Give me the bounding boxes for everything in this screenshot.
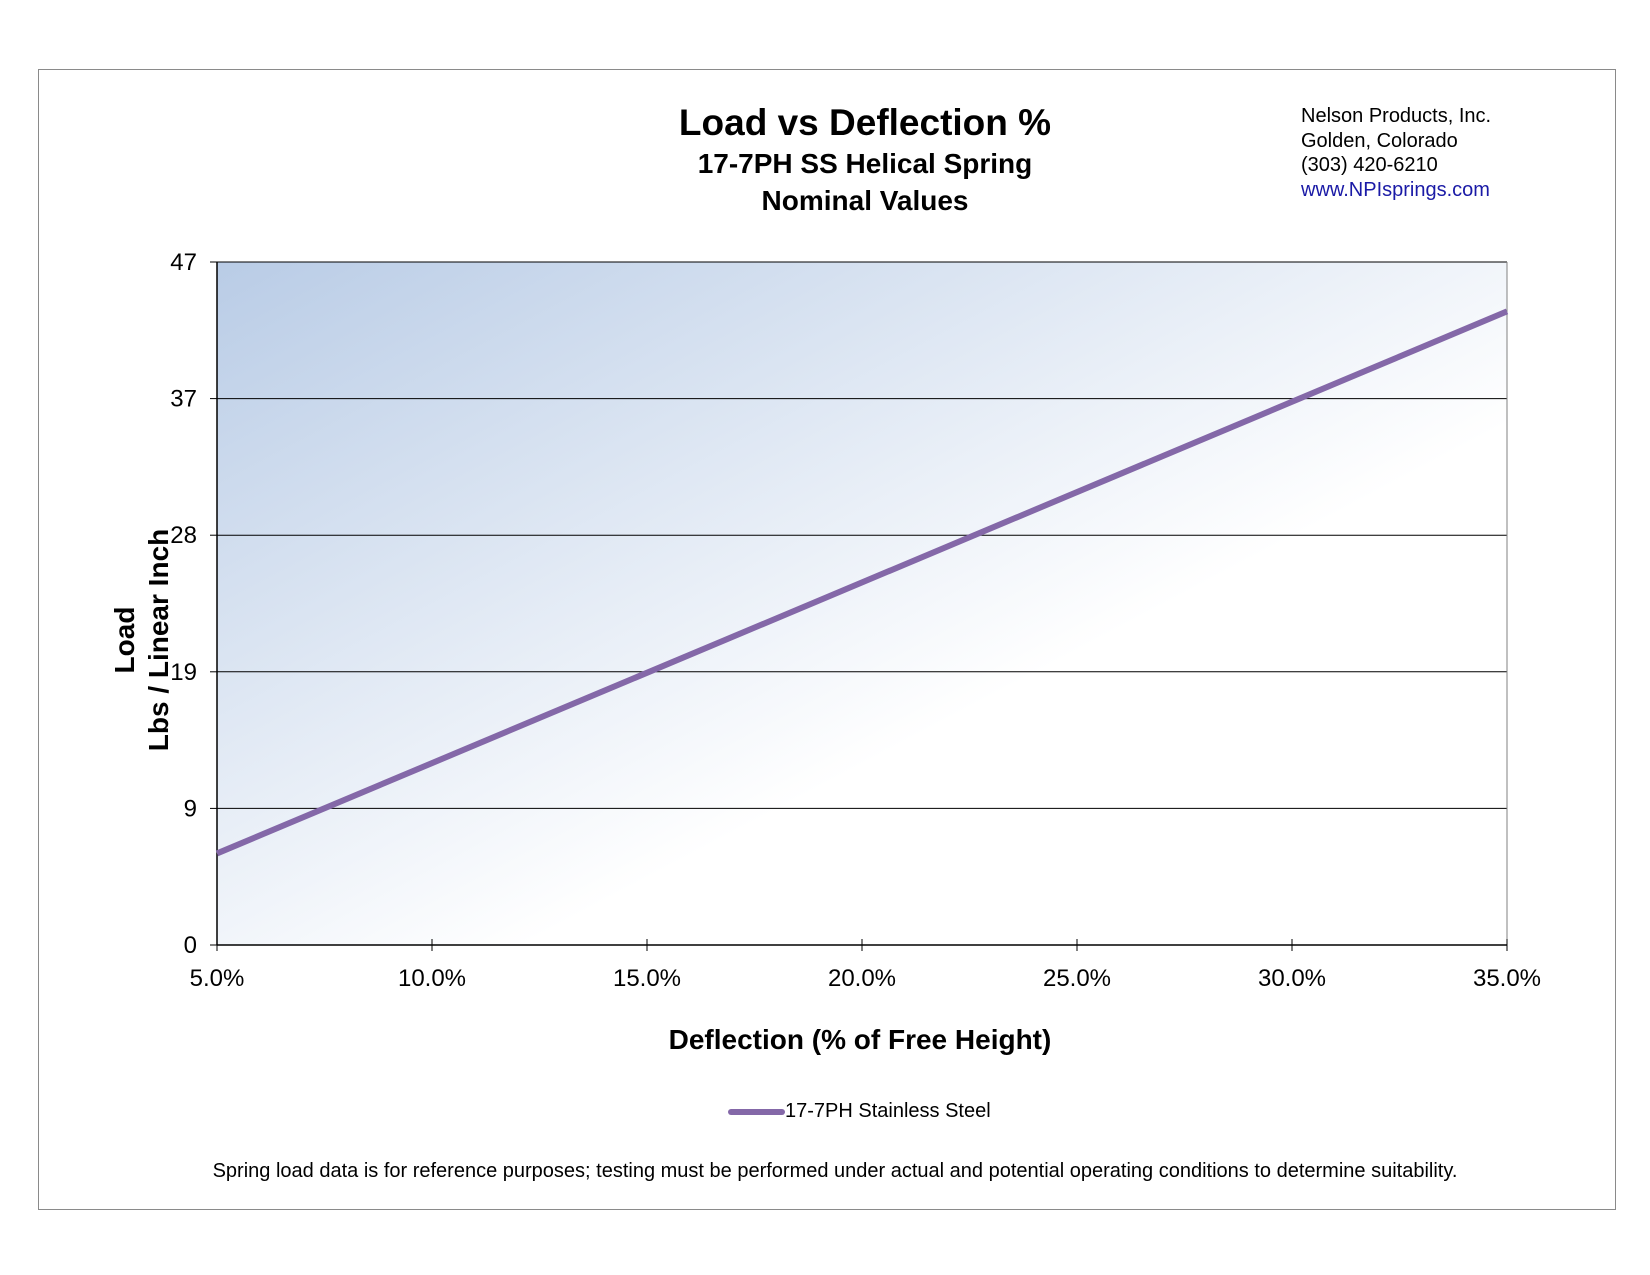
y-tick-label: 28 (170, 522, 197, 549)
chart-subtitle-line-1: 17-7PH SS Helical Spring (697, 147, 1033, 179)
company-website-link[interactable]: www.NPIsprings.com (1301, 178, 1490, 201)
chart-title: Load vs Deflection % (678, 102, 1052, 143)
y-tick-label: 0 (184, 932, 197, 959)
x-tick-label: 30.0% (1258, 965, 1326, 992)
x-tick-label: 10.0% (398, 965, 466, 992)
tick-labels: 0 9 19 28 37 47 5.0% 10.0% 15.0% 20.0% 25.0% 30.0% 3… (170, 249, 1541, 992)
y-tick-label: 37 (170, 386, 197, 413)
x-tick-label: 35.0% (1473, 965, 1541, 992)
legend-swatch (728, 1108, 785, 1115)
company-location: Golden, Colorado (1301, 129, 1458, 152)
chart-subtitle-line-2: Nominal Values (761, 184, 969, 216)
y-tick-label: 47 (170, 249, 197, 276)
series-lines (215, 308, 1509, 857)
plot-area (217, 262, 1507, 945)
company-info: Nelson Products, Inc. Golden, Colorado (… (1301, 104, 1491, 202)
series-line (215, 308, 1509, 857)
x-tick-label: 5.0% (190, 965, 245, 992)
x-tick-label: 25.0% (1043, 965, 1111, 992)
x-tick-label: 15.0% (613, 965, 681, 992)
title-block: Load vs Deflection % 17-7PH SS Helical S… (560, 102, 1170, 218)
company-phone: (303) 420-6210 (1301, 154, 1438, 176)
legend-label: 17-7PH Stainless Steel (785, 1100, 991, 1122)
chart-frame (38, 69, 1616, 1210)
x-axis-label: Deflection (% of Free Height) (668, 1024, 1052, 1055)
company-name: Nelson Products, Inc. (1301, 105, 1492, 127)
disclaimer: Spring load data is for reference purpos… (212, 1160, 1458, 1182)
y-tick-label: 19 (170, 659, 197, 686)
axes (210, 261, 1508, 951)
gridlines (217, 261, 1507, 809)
x-tick-label: 20.0% (828, 965, 896, 992)
legend: 17-7PH Stainless Steel (728, 1100, 991, 1123)
y-tick-label: 9 (184, 795, 197, 822)
